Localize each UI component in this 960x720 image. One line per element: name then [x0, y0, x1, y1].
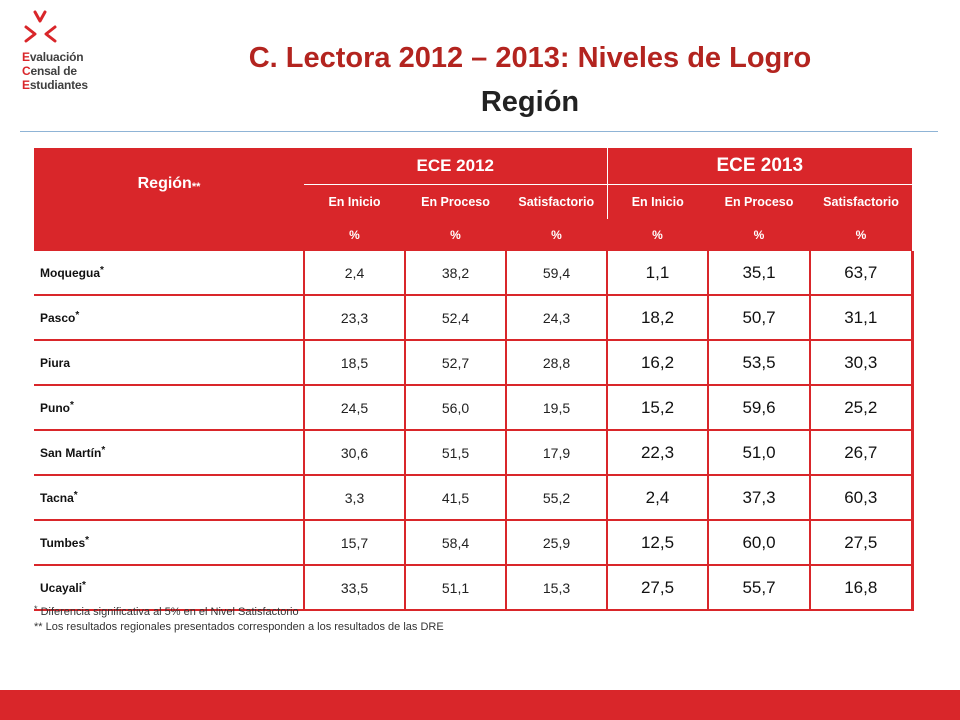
value-cell-2012: 25,9 — [506, 520, 608, 566]
unit-header: % — [304, 219, 405, 251]
unit-header: % — [810, 219, 913, 251]
footer-bar — [0, 690, 960, 720]
value-cell-2012: 24,3 — [506, 295, 608, 341]
value-cell-2012: 2,4 — [304, 251, 406, 296]
region-column-header: Región** — [34, 148, 304, 219]
value-cell-2012: 59,4 — [506, 251, 608, 296]
region-name-cell: Moquegua* — [34, 251, 305, 296]
unit-header: % — [506, 219, 607, 251]
unit-header-spacer — [34, 219, 304, 251]
slide-title: C. Lectora 2012 – 2013: Niveles de Logro — [248, 42, 812, 74]
table-row: Piura 18,5 52,7 28,8 16,2 53,5 30,3 — [34, 340, 914, 386]
region-name-cell: Tumbes* — [34, 520, 305, 566]
region-name-cell: Puno* — [34, 385, 305, 431]
value-cell-2012: 3,3 — [304, 475, 406, 521]
group-header-ece-2012: ECE 2012 — [304, 148, 607, 185]
value-cell-2013: 59,6 — [708, 385, 811, 431]
group-header-ece-2013: ECE 2013 — [606, 148, 913, 185]
value-cell-2013: 60,0 — [708, 520, 811, 566]
value-cell-2012: 24,5 — [304, 385, 406, 431]
slide-subtitle: Región — [480, 86, 580, 118]
region-name-cell: Pasco* — [34, 295, 305, 341]
value-cell-2013: 1,1 — [607, 251, 709, 296]
value-cell-2012: 15,3 — [506, 565, 608, 611]
logo-chevrons-icon — [24, 10, 57, 43]
value-cell-2012: 52,7 — [405, 340, 507, 386]
results-table: Región** ECE 2012 ECE 2013 En Inicio En … — [34, 148, 914, 611]
table-row: Pasco* 23,3 52,4 24,3 18,2 50,7 31,1 — [34, 295, 914, 341]
value-cell-2013: 25,2 — [810, 385, 914, 431]
value-cell-2013: 15,2 — [607, 385, 709, 431]
value-cell-2012: 33,5 — [304, 565, 406, 611]
unit-header: % — [607, 219, 708, 251]
value-cell-2013: 63,7 — [810, 251, 914, 296]
value-cell-2013: 16,2 — [607, 340, 709, 386]
value-cell-2012: 56,0 — [405, 385, 507, 431]
table-row: Moquegua* 2,4 38,2 59,4 1,1 35,1 63,7 — [34, 251, 914, 296]
value-cell-2012: 17,9 — [506, 430, 608, 476]
value-cell-2012: 55,2 — [506, 475, 608, 521]
value-cell-2013: 37,3 — [708, 475, 811, 521]
value-cell-2012: 41,5 — [405, 475, 507, 521]
level-header: En Proceso — [708, 184, 810, 219]
value-cell-2012: 23,3 — [304, 295, 406, 341]
value-cell-2013: 18,2 — [607, 295, 709, 341]
level-header: En Inicio — [606, 184, 708, 219]
value-cell-2013: 53,5 — [708, 340, 811, 386]
value-cell-2013: 55,7 — [708, 565, 811, 611]
region-name-cell: Ucayali* — [34, 565, 305, 611]
footnote-dre: ** Los resultados regionales presentados… — [34, 621, 444, 633]
level-header: En Inicio — [304, 184, 405, 219]
value-cell-2013: 16,8 — [810, 565, 914, 611]
value-cell-2013: 50,7 — [708, 295, 811, 341]
region-name-cell: San Martín* — [34, 430, 305, 476]
value-cell-2013: 30,3 — [810, 340, 914, 386]
unit-header: % — [405, 219, 506, 251]
value-cell-2013: 12,5 — [607, 520, 709, 566]
title-divider — [20, 131, 938, 132]
table-row: San Martín* 30,6 51,5 17,9 22,3 51,0 26,7 — [34, 430, 914, 476]
value-cell-2012: 51,1 — [405, 565, 507, 611]
value-cell-2013: 51,0 — [708, 430, 811, 476]
value-cell-2013: 27,5 — [607, 565, 709, 611]
value-cell-2013: 35,1 — [708, 251, 811, 296]
table-row: Tumbes* 15,7 58,4 25,9 12,5 60,0 27,5 — [34, 520, 914, 566]
ece-logo: Evaluación Censal de Estudiantes — [20, 8, 100, 94]
value-cell-2012: 52,4 — [405, 295, 507, 341]
level-header: Satisfactorio — [810, 184, 913, 219]
value-cell-2013: 2,4 — [607, 475, 709, 521]
table-row: Ucayali* 33,5 51,1 15,3 27,5 55,7 16,8 — [34, 565, 914, 611]
level-header: Satisfactorio — [506, 184, 607, 219]
logo-wordmark: Evaluación Censal de Estudiantes — [22, 50, 88, 92]
value-cell-2012: 38,2 — [405, 251, 507, 296]
value-cell-2012: 19,5 — [506, 385, 608, 431]
table-row: Puno* 24,5 56,0 19,5 15,2 59,6 25,2 — [34, 385, 914, 431]
table-body: Moquegua* 2,4 38,2 59,4 1,1 35,1 63,7 Pasco* 23,… — [34, 251, 914, 611]
footnote-significance: * Diferencia significativa al 5% en el N… — [34, 604, 299, 618]
value-cell-2013: 26,7 — [810, 430, 914, 476]
value-cell-2013: 60,3 — [810, 475, 914, 521]
value-cell-2013: 22,3 — [607, 430, 709, 476]
value-cell-2012: 18,5 — [304, 340, 406, 386]
footnotes: * Diferencia significativa al 5% en el N… — [34, 602, 444, 635]
value-cell-2012: 15,7 — [304, 520, 406, 566]
value-cell-2012: 28,8 — [506, 340, 608, 386]
unit-header: % — [708, 219, 810, 251]
value-cell-2012: 30,6 — [304, 430, 406, 476]
region-name-cell: Tacna* — [34, 475, 305, 521]
value-cell-2013: 27,5 — [810, 520, 914, 566]
table-row: Tacna* 3,3 41,5 55,2 2,4 37,3 60,3 — [34, 475, 914, 521]
value-cell-2013: 31,1 — [810, 295, 914, 341]
level-header: En Proceso — [405, 184, 506, 219]
region-name-cell: Piura — [34, 340, 305, 386]
value-cell-2012: 51,5 — [405, 430, 507, 476]
value-cell-2012: 58,4 — [405, 520, 507, 566]
